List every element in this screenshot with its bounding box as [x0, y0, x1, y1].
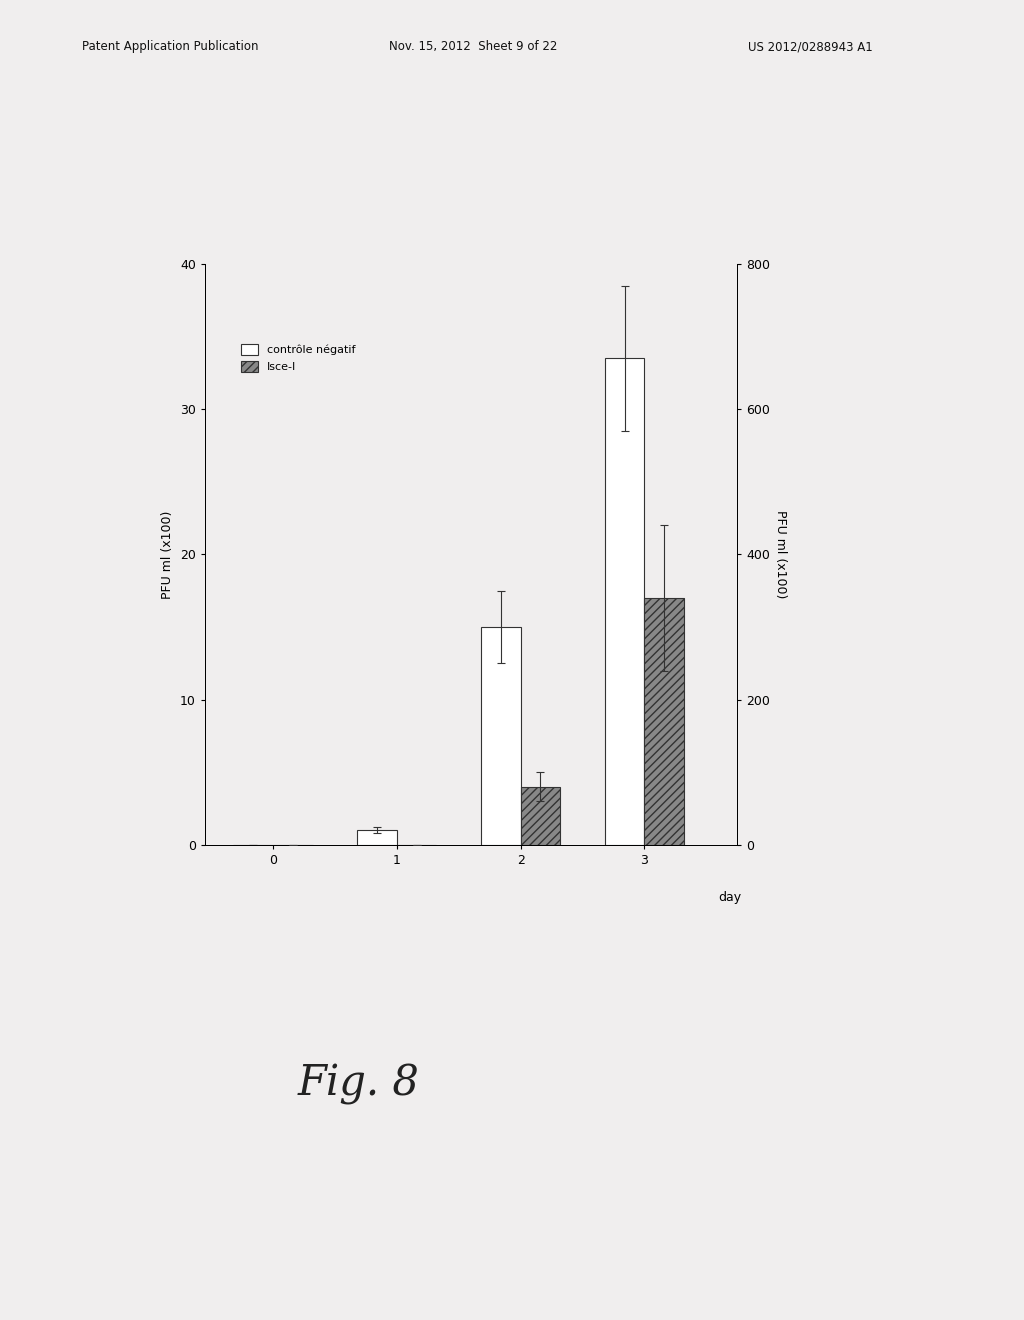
Bar: [357, 830, 396, 845]
Text: Fig. 8: Fig. 8: [297, 1063, 420, 1105]
Text: day: day: [719, 891, 741, 904]
Text: US 2012/0288943 A1: US 2012/0288943 A1: [748, 40, 872, 53]
Bar: [520, 787, 560, 845]
Y-axis label: PFU ml (x100): PFU ml (x100): [774, 511, 787, 598]
Bar: [605, 359, 644, 845]
Bar: [644, 598, 684, 845]
Legend: contrôle négatif, Isce-I: contrôle négatif, Isce-I: [237, 339, 359, 376]
Y-axis label: PFU ml (x100): PFU ml (x100): [162, 511, 174, 598]
Text: Patent Application Publication: Patent Application Publication: [82, 40, 258, 53]
Bar: [481, 627, 520, 845]
Text: Nov. 15, 2012  Sheet 9 of 22: Nov. 15, 2012 Sheet 9 of 22: [389, 40, 557, 53]
